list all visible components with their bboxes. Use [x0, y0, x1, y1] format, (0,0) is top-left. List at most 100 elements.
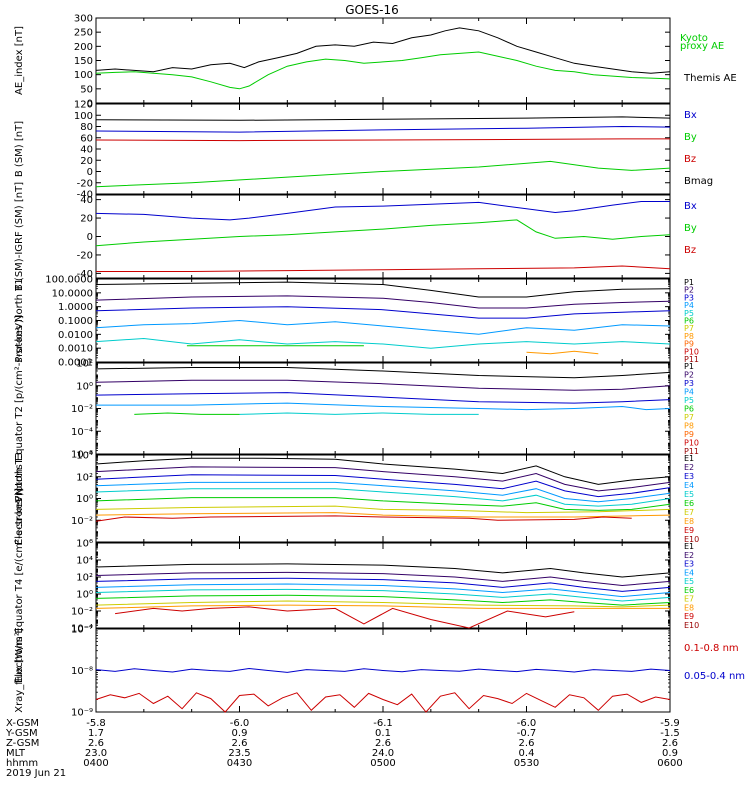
ephemeris-value: -1.5 [660, 728, 680, 739]
y-axis-label: AE_index [nT] [14, 26, 25, 95]
legend-entry: E4 [684, 481, 694, 490]
legend-entry: P2 [684, 286, 694, 295]
y-tick-label: 10.0000 [52, 288, 93, 299]
legend-entry: P7 [684, 324, 694, 333]
series-bz [96, 265, 671, 272]
ephemeris-value: -6.0 [517, 718, 537, 729]
ephemeris-value: 0400 [83, 758, 108, 769]
legend-entry: P6 [684, 405, 694, 414]
y-tick-label: 10⁻⁸ [71, 666, 93, 677]
series-p5 [239, 412, 479, 415]
ephemeris-value: -6.0 [230, 718, 250, 729]
panel-3: -40 -20 0 20 40 B (SM)-IGRF (SM) [nT] Bx By Bz [14, 182, 697, 291]
y-tick-label: 10⁻² [71, 607, 93, 618]
y-axis-label: B (SM)-IGRF (SM) [nT] [14, 182, 25, 291]
ephemeris-value: 0.9 [662, 748, 678, 759]
y-tick-label: 100 [74, 111, 93, 122]
legend-entry: proxy AE [680, 41, 724, 52]
series-e3 [95, 474, 671, 498]
legend-entry: P3 [684, 293, 694, 302]
legend-entry: E8 [684, 603, 694, 612]
y-tick-label: 10⁶ [76, 539, 93, 550]
legend-entry: P5 [684, 309, 694, 318]
y-tick-label: 0 [87, 232, 93, 243]
legend-entry: E6 [684, 499, 694, 508]
series-e1 [95, 563, 671, 578]
series-e3 [95, 577, 671, 592]
ephemeris-value: 0.4 [519, 748, 535, 759]
series-p3 [95, 306, 671, 319]
ephemeris-value: 23.5 [228, 748, 250, 759]
series-themis-ae [95, 27, 671, 74]
y-tick-label: 20 [80, 156, 93, 167]
y-tick-label: 0.0100 [58, 330, 93, 341]
y-tick-label: 0.1000 [58, 316, 93, 327]
legend-entry: E9 [684, 526, 694, 535]
y-tick-label: 0 [87, 167, 93, 178]
legend-entry: E1 [684, 454, 694, 463]
series-p4 [95, 319, 671, 335]
ephemeris-value: 23.0 [85, 748, 107, 759]
y-axis-label: B (SM) [nT] [14, 121, 25, 177]
legend-entry: Kyoto [680, 33, 708, 44]
legend-entry: P4 [684, 388, 694, 397]
series-bx [95, 201, 670, 221]
legend-entry: P5 [684, 396, 694, 405]
y-tick-label: 50 [80, 84, 93, 95]
y-tick-label: 60 [80, 133, 93, 144]
legend-entry: P10 [684, 439, 699, 448]
series-e1 [95, 457, 671, 485]
series-kyoto-proxy-ae [95, 51, 671, 90]
series-p3 [95, 392, 671, 404]
series-e6 [95, 594, 671, 606]
ephemeris-value: 0.9 [232, 728, 248, 739]
series-e8 [95, 604, 670, 609]
date-label: 2019 Jun 21 [6, 768, 66, 779]
series-e4 [95, 583, 671, 598]
ephemeris-value: 0.1 [375, 728, 391, 739]
y-tick-label: 0.0010 [58, 344, 93, 355]
legend-entry: E3 [684, 472, 694, 481]
legend-entry: P2 [684, 371, 694, 380]
series-e2 [95, 571, 671, 587]
y-tick-label: -40 [77, 190, 93, 201]
series-p2 [95, 295, 671, 309]
ephemeris-value: 0600 [657, 758, 682, 769]
y-tick-label: 10⁻⁶ [71, 450, 93, 461]
ephemeris-value: 2.6 [88, 738, 104, 749]
legend-entry: P1 [684, 278, 694, 287]
series-p1 [95, 367, 671, 379]
y-tick-label: 120 [74, 100, 93, 111]
ephemeris-value: 0530 [514, 758, 539, 769]
legend-entry: P7 [684, 413, 694, 422]
legend-entry: E7 [684, 508, 694, 517]
legend-entry: By [684, 223, 697, 234]
series-e8 [95, 512, 671, 518]
y-tick-label: 10² [76, 573, 93, 584]
legend-entry: P6 [684, 317, 694, 326]
ephemeris-value: 2.6 [232, 738, 248, 749]
panel-1: 0 50 100 150 200 250 300 AE_index [nT] Kyotoprox… [14, 14, 737, 110]
ephemeris-value: 24.0 [372, 748, 394, 759]
legend-entry: P10 [684, 347, 699, 356]
legend-entry: P9 [684, 430, 694, 439]
legend-entry: E8 [684, 517, 694, 526]
y-axis-label: Electrons North T3 [14, 452, 25, 545]
y-tick-label: 300 [74, 14, 93, 25]
ephemeris-value: -6.1 [373, 718, 393, 729]
series-bmag [95, 116, 671, 121]
panel-frame [95, 454, 671, 543]
legend-entry: E10 [684, 535, 699, 544]
ephemeris-value: 1.7 [88, 728, 104, 739]
y-tick-label: 150 [74, 56, 93, 67]
y-tick-label: 10⁴ [76, 556, 93, 567]
y-tick-label: 100.0000 [45, 275, 93, 286]
legend-entry: P8 [684, 422, 694, 431]
series-bx [95, 125, 671, 133]
legend-entry: P4 [684, 301, 694, 310]
y-tick-label: 0.0001 [58, 358, 93, 369]
legend-entry: Themis AE [683, 73, 737, 84]
series-by [95, 160, 671, 188]
